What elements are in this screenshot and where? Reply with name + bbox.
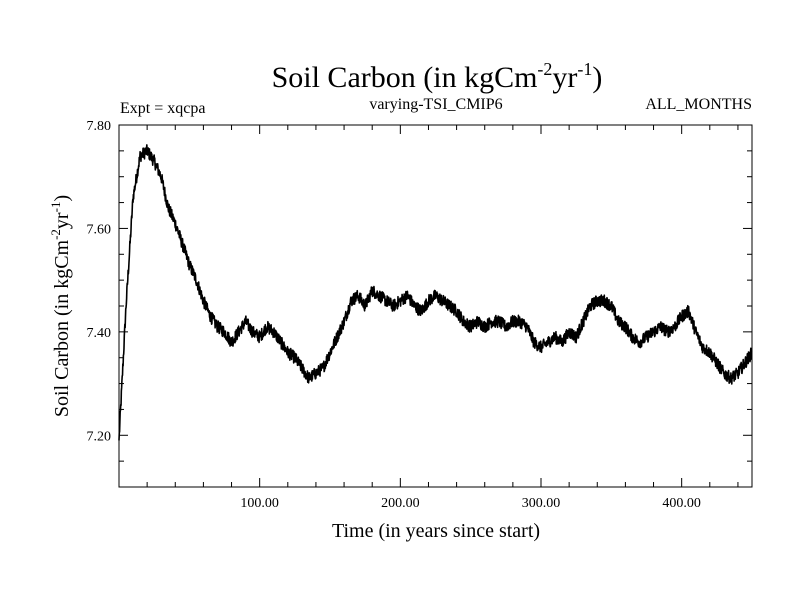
y-tick-label: 7.80 — [87, 119, 112, 134]
y-tick-label: 7.40 — [87, 326, 112, 341]
y-tick-label: 7.20 — [87, 429, 112, 444]
axis-tick-labels: 100.00 200.00 300.00 400.00 7.20 7.40 7.60 7.80 — [87, 119, 701, 511]
series-line-0 — [118, 144, 753, 441]
y-tick-label: 7.60 — [87, 222, 112, 237]
axis-ticks — [119, 125, 752, 487]
y-axis-label: Soil Carbon (in kgCm-2yr-1) — [48, 195, 73, 417]
x-tick-label: 300.00 — [522, 496, 561, 511]
chart-title: Soil Carbon (in kgCm-2yr-1) — [272, 59, 603, 94]
subtitle-left: Expt = xqcpa — [120, 100, 205, 117]
series-group — [118, 144, 753, 441]
subtitle-right: ALL_MONTHS — [645, 96, 752, 113]
x-tick-label: 400.00 — [662, 496, 701, 511]
x-tick-label: 100.00 — [240, 496, 279, 511]
x-tick-label: 200.00 — [381, 496, 420, 511]
subtitle-center: varying-TSI_CMIP6 — [369, 96, 502, 113]
plot-frame — [118, 124, 753, 488]
x-axis-label: Time (in years since start) — [332, 520, 540, 542]
